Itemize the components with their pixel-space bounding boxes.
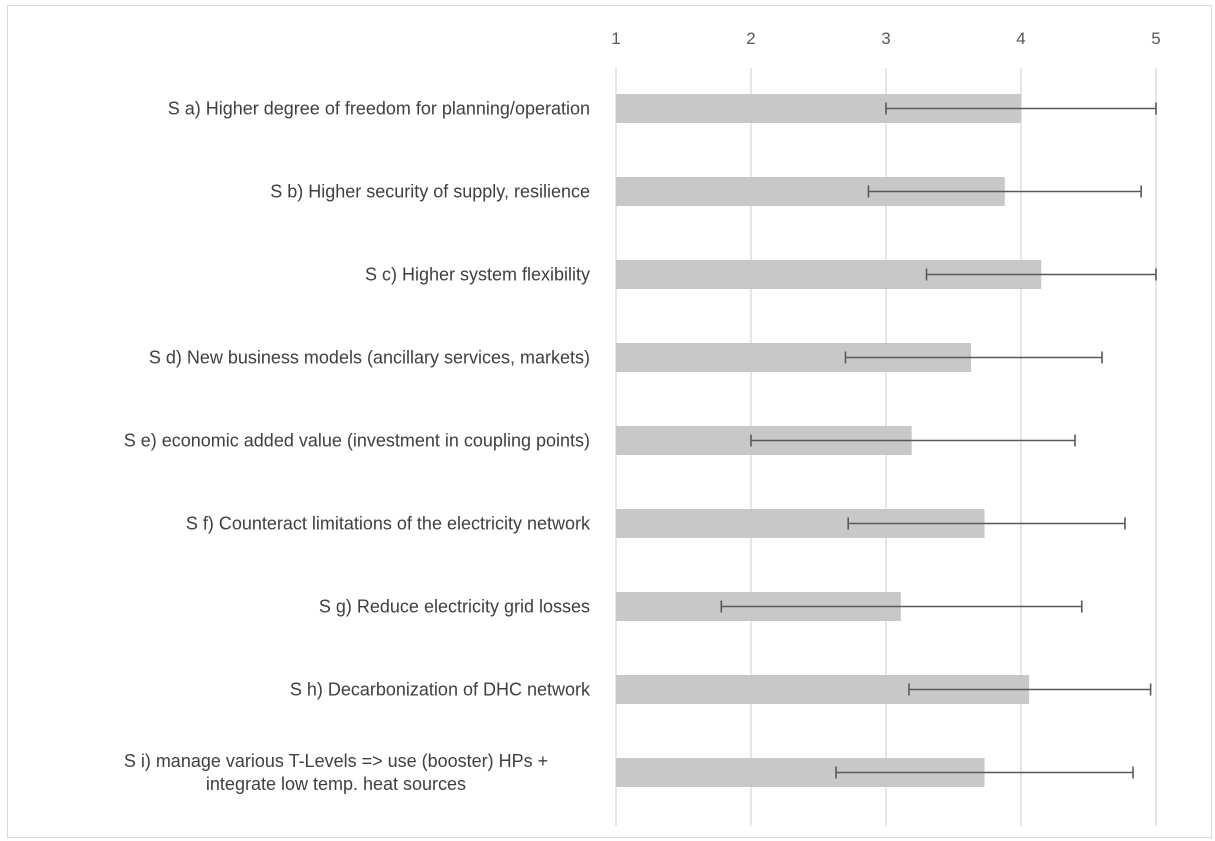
category-label: S i) manage various T-Levels => use (boo… bbox=[124, 751, 548, 771]
error-bar bbox=[844, 351, 1103, 364]
x-tick-label: 3 bbox=[881, 29, 890, 48]
category-label: S e) economic added value (investment in… bbox=[124, 431, 590, 451]
error-bar bbox=[847, 517, 1126, 530]
error-bar bbox=[750, 434, 1076, 447]
error-bar bbox=[885, 102, 1157, 115]
x-tick-label: 2 bbox=[746, 29, 755, 48]
x-tick-label: 1 bbox=[611, 29, 620, 48]
category-label: S f) Counteract limitations of the elect… bbox=[186, 514, 591, 534]
category-label: S d) New business models (ancillary serv… bbox=[149, 348, 590, 368]
x-axis-ticks: 1 2 3 4 5 bbox=[611, 29, 1160, 48]
category-label: S h) Decarbonization of DHC network bbox=[290, 680, 591, 700]
error-bar bbox=[867, 185, 1142, 198]
chart-frame bbox=[7, 5, 1212, 838]
category-labels: S a) Higher degree of freedom for planni… bbox=[124, 99, 591, 795]
x-tick-label: 4 bbox=[1016, 29, 1025, 48]
error-bars bbox=[720, 102, 1157, 779]
error-bar bbox=[720, 600, 1083, 613]
error-bar bbox=[925, 268, 1157, 281]
category-label: integrate low temp. heat sources bbox=[206, 774, 466, 794]
category-label: S g) Reduce electricity grid losses bbox=[319, 597, 590, 617]
bars bbox=[616, 94, 1042, 787]
category-label: S c) Higher system flexibility bbox=[365, 265, 590, 285]
error-bar bbox=[835, 766, 1134, 779]
error-bar bbox=[908, 683, 1152, 696]
category-label: S a) Higher degree of freedom for planni… bbox=[168, 99, 590, 119]
category-label: S b) Higher security of supply, resilien… bbox=[270, 182, 590, 202]
x-tick-label: 5 bbox=[1151, 29, 1160, 48]
